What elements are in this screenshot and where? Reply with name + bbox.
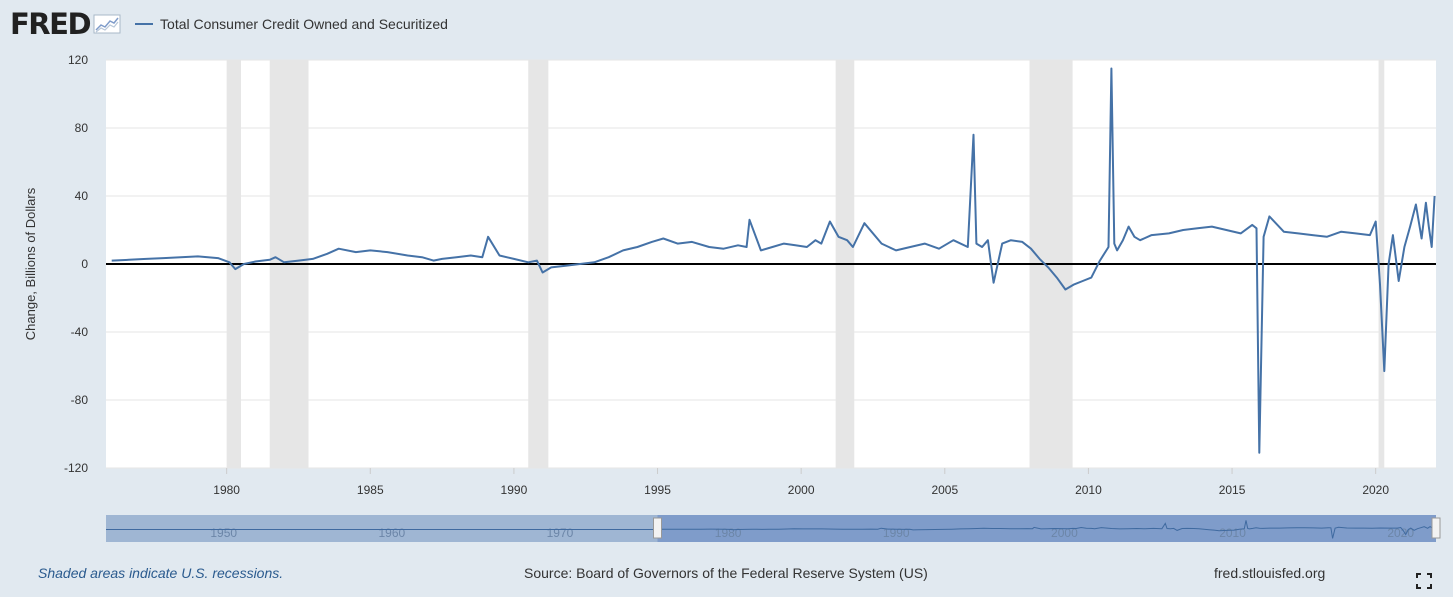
grid-lines [106,59,1436,469]
x-axis-ticks: 1980 1985 1990 1995 2000 2005 2010 2015 2020 [213,468,1389,497]
x-tick-label: 2005 [931,483,958,497]
legend-label: Total Consumer Credit Owned and Securiti… [160,16,448,32]
navigator-label: 2020 [1387,526,1414,540]
y-tick-label: -40 [71,325,89,339]
y-tick-label: 0 [81,257,88,271]
chart: 120 80 40 0 -40 -80 -120 1980 1985 1990 1995 2000 2… [23,53,1441,542]
navigator-label: 1950 [210,526,237,540]
y-tick-label: -120 [64,461,88,475]
navigator[interactable]: 1950 1960 1970 1980 1990 2000 2010 2020 [106,515,1441,542]
y-tick-label: 80 [75,121,89,135]
recession-note: Shaded areas indicate U.S. recessions. [38,565,284,581]
legend[interactable]: Total Consumer Credit Owned and Securiti… [135,16,448,32]
legend-swatch [135,23,154,25]
navigator-label: 1960 [378,526,405,540]
y-axis-ticks: 120 80 40 0 -40 -80 -120 [64,53,88,475]
x-tick-label: 1990 [501,483,528,497]
x-tick-label: 2000 [788,483,815,497]
y-tick-label: 120 [68,53,88,67]
fullscreen-icon[interactable] [1416,573,1432,589]
chart-header: FRED Total Consumer Credit Owned and Sec… [10,6,448,42]
chart-line-icon [93,14,121,34]
navigator-label: 1980 [715,526,742,540]
fred-logo[interactable]: FRED [10,7,121,41]
fred-logo-text: FRED [10,7,92,41]
y-tick-label: -80 [71,393,89,407]
source-note: Source: Board of Governors of the Federa… [524,565,928,581]
navigator-label: 2010 [1219,526,1246,540]
x-tick-label: 1995 [644,483,671,497]
navigator-handle-left[interactable] [653,517,663,539]
navigator-handle-right[interactable] [1431,517,1441,539]
x-tick-label: 2010 [1075,483,1102,497]
x-tick-label: 2020 [1362,483,1389,497]
y-tick-label: 40 [75,189,89,203]
site-link[interactable]: fred.stlouisfed.org [1214,565,1326,581]
y-axis-title: Change, Billions of Dollars [23,187,38,340]
navigator-label: 1990 [883,526,910,540]
series-line[interactable] [111,67,1436,454]
x-tick-label: 2015 [1219,483,1246,497]
navigator-series-line [106,520,1436,539]
navigator-label: 1970 [547,526,574,540]
navigator-label: 2000 [1051,526,1078,540]
x-tick-label: 1980 [213,483,240,497]
x-tick-label: 1985 [357,483,384,497]
